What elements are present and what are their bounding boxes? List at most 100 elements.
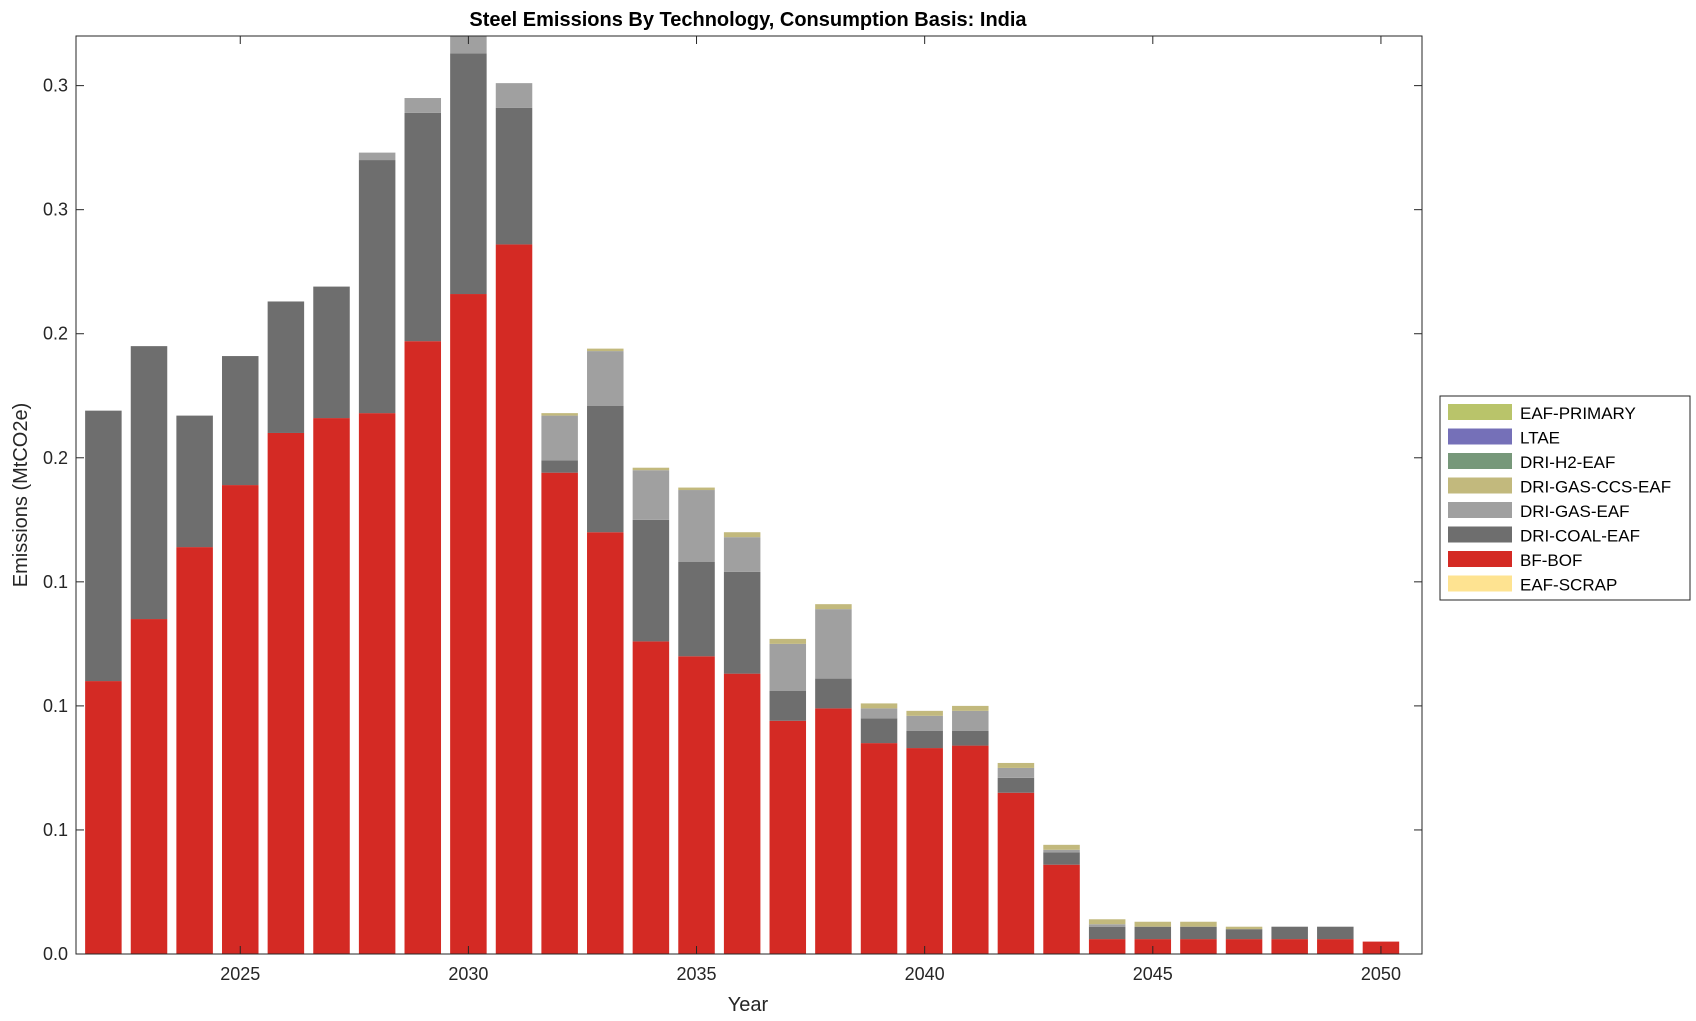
- y-tick-label: 0.2: [43, 448, 68, 468]
- legend-swatch-dri-gas-ccs-eaf: [1448, 477, 1512, 494]
- plot-area-frame: [75, 35, 1423, 955]
- bar-bf-bof-2047: [1225, 939, 1263, 954]
- bar-bf-bof-2049: [1317, 939, 1354, 954]
- y-tick-label: 0.0: [43, 944, 68, 964]
- x-axis-label: Year: [728, 994, 769, 1016]
- bar-dri-coal-eaf-2040: [906, 730, 943, 749]
- bar-dri-gas-ccs-eaf-2033: [587, 348, 624, 352]
- y-tick-label: 0.1: [43, 572, 68, 592]
- bar-bf-bof-2043: [1043, 864, 1080, 954]
- bar-dri-coal-eaf-2033: [587, 405, 624, 533]
- bar-dri-gas-eaf-2035: [678, 490, 715, 562]
- bar-bf-bof-2025: [222, 485, 259, 954]
- bar-dri-gas-ccs-eaf-2038: [815, 604, 852, 610]
- bar-dri-coal-eaf-2046: [1180, 926, 1217, 940]
- bar-bf-bof-2031: [495, 244, 533, 954]
- legend-swatch-ltae: [1448, 428, 1512, 445]
- bar-dri-coal-eaf-2041: [952, 730, 989, 746]
- bar-dri-gas-eaf-2038: [815, 609, 852, 679]
- legend-label-bf-bof: BF-BOF: [1520, 551, 1582, 570]
- bar-dri-gas-eaf-2032: [541, 415, 578, 461]
- bar-dri-gas-eaf-2036: [723, 537, 761, 572]
- legend-swatch-bf-bof: [1448, 551, 1512, 567]
- bar-bf-bof-2029: [404, 341, 442, 954]
- legend-label-dri-h2-eaf: DRI-H2-EAF: [1520, 453, 1615, 472]
- bar-bf-bof-2042: [997, 792, 1035, 954]
- bar-dri-coal-eaf-2023: [130, 346, 168, 620]
- legend-swatch-dri-gas-eaf: [1448, 502, 1512, 518]
- bar-dri-coal-eaf-2025: [222, 356, 259, 486]
- bar-dri-coal-eaf-2036: [723, 571, 761, 674]
- axis-ticks: 2025 2030 2035 2040 2045 2050 0.0 0.1 0.1 0.1 0.2 0…: [43, 36, 1422, 984]
- bar-dri-gas-ccs-eaf-2034: [632, 467, 670, 471]
- bar-dri-gas-ccs-eaf-2040: [906, 710, 943, 716]
- bar-dri-coal-eaf-2044: [1088, 926, 1126, 940]
- bar-dri-gas-eaf-2041: [952, 710, 989, 731]
- x-tick-label: 2030: [448, 964, 488, 984]
- bar-dri-gas-ccs-eaf-2035: [678, 487, 715, 491]
- bar-dri-coal-eaf-2032: [541, 460, 578, 473]
- bar-dri-gas-eaf-2044: [1088, 924, 1126, 927]
- bar-bf-bof-2044: [1088, 939, 1126, 954]
- y-tick-label: 0.3: [43, 76, 68, 96]
- bar-bf-bof-2026: [267, 432, 305, 954]
- y-tick-label: 0.2: [43, 324, 68, 344]
- bar-bf-bof-2035: [678, 656, 715, 954]
- bar-dri-gas-eaf-2040: [906, 715, 943, 731]
- bar-dri-coal-eaf-2028: [358, 160, 396, 414]
- legend-swatch-dri-h2-eaf: [1448, 453, 1512, 469]
- bar-dri-coal-eaf-2027: [313, 286, 350, 419]
- bar-dri-gas-ccs-eaf-2046: [1180, 921, 1217, 927]
- bar-dri-gas-eaf-2031: [495, 83, 533, 108]
- bar-bf-bof-2046: [1180, 939, 1217, 954]
- bar-dri-coal-eaf-2031: [495, 107, 533, 245]
- bar-bf-bof-2024: [176, 547, 213, 954]
- x-tick-label: 2045: [1133, 964, 1173, 984]
- legend-label-dri-coal-eaf: DRI-COAL-EAF: [1520, 527, 1640, 546]
- bar-dri-coal-eaf-2022: [85, 410, 122, 682]
- bar-bf-bof-2032: [541, 472, 578, 954]
- bar-dri-coal-eaf-2035: [678, 561, 715, 657]
- bar-dri-gas-eaf-2043: [1043, 849, 1080, 853]
- bar-dri-gas-eaf-2042: [997, 767, 1035, 778]
- bar-bf-bof-2038: [815, 708, 852, 954]
- bar-dri-gas-ccs-eaf-2042: [997, 762, 1035, 768]
- bar-bf-bof-2028: [358, 413, 396, 954]
- bar-dri-gas-eaf-2029: [404, 98, 442, 113]
- y-tick-label: 0.1: [43, 820, 68, 840]
- bar-dri-coal-eaf-2042: [997, 777, 1035, 793]
- bar-dri-coal-eaf-2043: [1043, 852, 1080, 865]
- bar-dri-coal-eaf-2047: [1225, 929, 1263, 940]
- legend-label-dri-gas-eaf: DRI-GAS-EAF: [1520, 502, 1630, 521]
- x-tick-label: 2040: [905, 964, 945, 984]
- bar-dri-gas-eaf-2037: [769, 643, 807, 692]
- bar-bf-bof-2036: [723, 673, 761, 954]
- bar-dri-gas-eaf-2030: [450, 36, 487, 54]
- bar-dri-coal-eaf-2038: [815, 678, 852, 709]
- bar-dri-gas-ccs-eaf-2047: [1225, 926, 1263, 930]
- bar-dri-gas-ccs-eaf-2037: [769, 638, 807, 644]
- bar-dri-gas-ccs-eaf-2039: [860, 703, 898, 709]
- legend-label-ltae: LTAE: [1520, 429, 1560, 448]
- bar-dri-coal-eaf-2030: [450, 53, 487, 295]
- bar-dri-gas-ccs-eaf-2041: [952, 705, 989, 711]
- bar-bf-bof-2048: [1271, 939, 1308, 954]
- legend-swatch-eaf-primary: [1448, 404, 1512, 420]
- bar-dri-gas-ccs-eaf-2032: [541, 413, 578, 416]
- legend: EAF-PRIMARY LTAE DRI-H2-EAF DRI-GAS-CCS-EAF…: [1439, 395, 1691, 601]
- chart-title: Steel Emissions By Technology, Consumpti…: [469, 9, 1027, 31]
- bar-dri-gas-ccs-eaf-2043: [1043, 844, 1080, 850]
- bar-bf-bof-2030: [450, 294, 487, 954]
- bar-dri-coal-eaf-2045: [1134, 926, 1172, 940]
- bar-bf-bof-2039: [860, 743, 898, 954]
- y-tick-label: 0.1: [43, 696, 68, 716]
- legend-label-eaf-scrap: EAF-SCRAP: [1520, 576, 1617, 595]
- bar-dri-gas-eaf-2033: [587, 351, 624, 406]
- y-axis-label: Emissions (MtCO2e): [10, 403, 32, 587]
- bar-bf-bof-2041: [952, 745, 989, 954]
- bar-dri-coal-eaf-2024: [176, 415, 213, 548]
- bar-dri-coal-eaf-2029: [404, 112, 442, 342]
- bar-dri-gas-eaf-2028: [358, 152, 396, 161]
- bar-dri-gas-eaf-2039: [860, 708, 898, 719]
- bar-bf-bof-2027: [313, 418, 350, 954]
